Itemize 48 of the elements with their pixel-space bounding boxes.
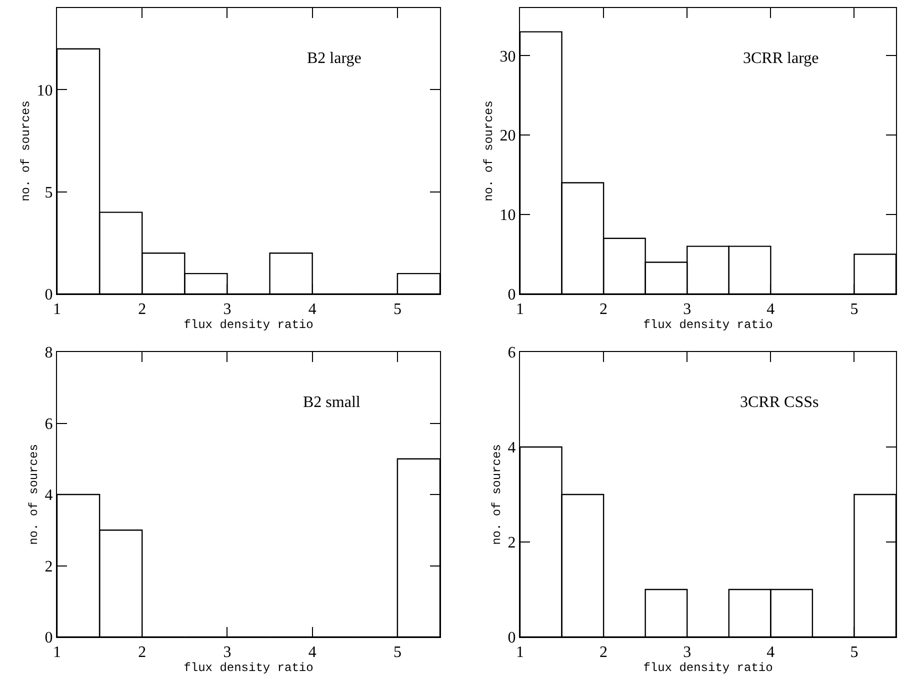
x-tick-label: 4 [766,644,775,662]
annotation: B2 large [307,50,362,67]
x-tick-label: 4 [766,301,775,318]
x-tick-label: 1 [53,301,61,318]
x-tick-label: 2 [138,301,146,318]
y-tick-label: 4 [508,440,516,457]
y-tick-label: 30 [500,48,516,66]
y-tick-label: 4 [44,487,53,504]
y-axis-title: no. of sources [19,100,34,202]
y-tick-label: 10 [500,207,516,224]
y-tick-label: 10 [36,82,53,100]
x-tick-label: 5 [393,301,402,318]
x-tick-label: 5 [393,644,402,662]
x-tick-label: 2 [600,301,608,318]
annotation: B2 small [303,394,361,411]
x-axis-title: flux density ratio [643,661,773,676]
x-tick-label: 3 [683,301,692,318]
y-tick-label: 2 [44,558,53,576]
y-tick-label: 0 [44,286,53,304]
y-tick-label: 8 [44,344,53,362]
x-tick-label: 1 [516,644,524,662]
x-tick-label: 1 [516,301,524,318]
y-tick-label: 6 [508,344,516,362]
x-tick-label: 2 [138,644,146,662]
x-axis-title: flux density ratio [184,661,314,676]
x-tick-label: 3 [223,301,232,318]
y-tick-label: 0 [508,286,516,304]
x-tick-label: 3 [683,644,692,662]
y-tick-label: 0 [508,630,516,647]
x-tick-label: 1 [53,644,61,662]
x-tick-label: 4 [308,301,316,318]
y-axis-title: no. of sources [27,444,42,545]
x-tick-label: 5 [850,644,858,662]
y-tick-label: 6 [44,416,53,433]
y-axis-title: no. of sources [482,100,496,202]
y-axis-title: no. of sources [490,444,504,545]
x-tick-label: 3 [223,644,232,662]
x-axis-title: flux density ratio [643,318,773,332]
x-tick-label: 2 [600,644,608,662]
y-tick-label: 20 [500,128,516,145]
x-tick-label: 5 [850,301,858,318]
annotation: 3CRR CSSs [740,394,819,411]
x-tick-label: 4 [308,644,316,662]
y-tick-label: 0 [44,630,53,647]
y-tick-label: 2 [508,534,516,552]
x-axis-title: flux density ratio [184,318,314,332]
annotation: 3CRR large [743,50,819,67]
y-tick-label: 5 [44,184,53,202]
